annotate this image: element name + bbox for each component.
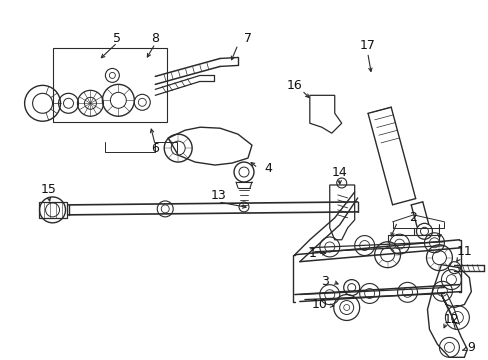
Text: 1: 1 [308,247,316,260]
Text: 13: 13 [210,189,225,202]
Bar [52,48,167,122]
Text: 14: 14 [331,166,347,179]
Text: 7: 7 [244,32,251,45]
Text: 15: 15 [41,184,57,197]
Text: 9: 9 [467,341,474,354]
Text: 5: 5 [113,32,121,45]
Text: 4: 4 [264,162,271,175]
Bar [39,202,66,218]
Text: 11: 11 [456,245,471,258]
Text: 10: 10 [311,298,327,311]
Text: 12: 12 [443,313,458,326]
Text: 6: 6 [151,141,159,155]
Text: 8: 8 [151,32,159,45]
Text: 17: 17 [359,39,375,52]
Text: 3: 3 [320,275,328,288]
Text: 16: 16 [286,79,302,92]
Text: 2: 2 [409,211,417,224]
